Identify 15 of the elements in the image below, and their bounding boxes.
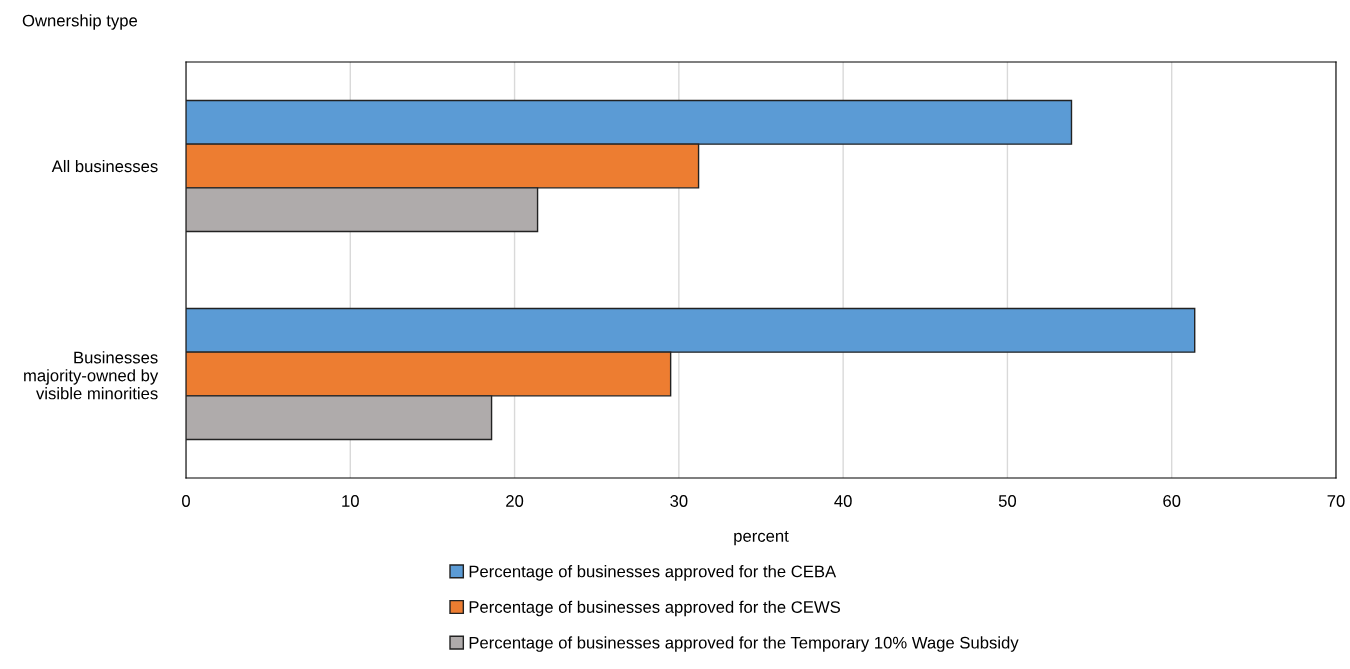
legend-label: Percentage of businesses approved for the Temporary 10% Wage Subsidy: [469, 636, 1019, 652]
x-tick-label: 50: [998, 495, 1017, 507]
x-tick-label: 30: [670, 495, 688, 507]
x-tick-label: 70: [1327, 495, 1345, 507]
y-axis-title: Ownership type: [22, 14, 138, 30]
x-tick-label: 60: [1163, 495, 1181, 507]
legend-label: Percentage of businesses approved for the CEWS: [469, 600, 840, 617]
x-axis-title: percent: [734, 530, 789, 546]
legend-label: Percentage of businesses approved for the CEBA: [469, 565, 837, 581]
x-tick-label: 0: [182, 495, 190, 507]
x-tick-label: 40: [834, 495, 852, 507]
x-tick-label: 20: [506, 495, 524, 507]
y-tick-label: All businesses: [51, 159, 158, 173]
x-tick-label: 10: [342, 495, 359, 507]
y-tick-label: Businesses majority-owned by visible minorities: [24, 351, 159, 400]
